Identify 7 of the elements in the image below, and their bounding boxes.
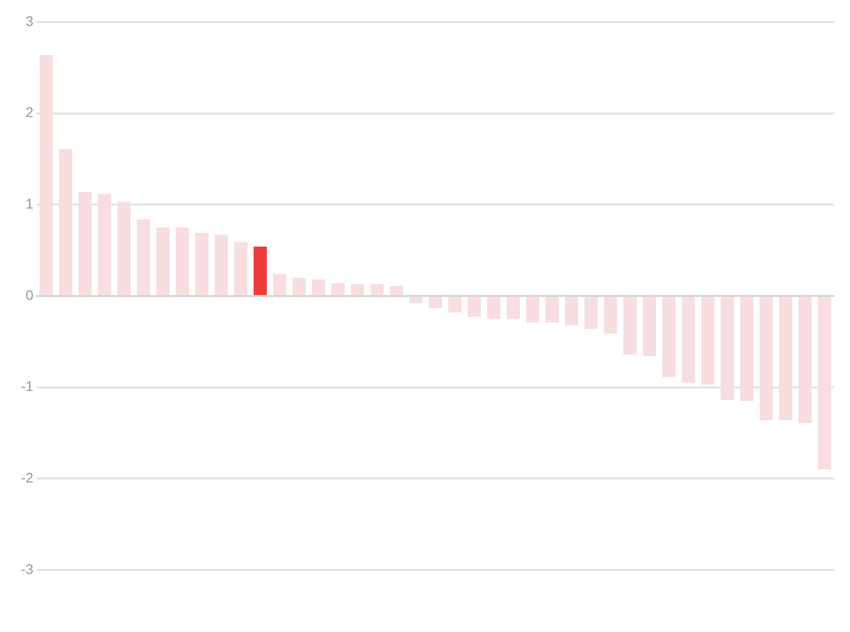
y-tick-label: 2 [26,104,34,120]
y-tick-label: -2 [20,470,34,486]
y-tick-label: 3 [26,12,34,29]
y-tick-label: 0 [26,286,34,303]
y-tick-label: -1 [20,378,34,394]
y-tick-label: 1 [26,196,34,212]
y-tick-label: -3 [20,560,34,577]
